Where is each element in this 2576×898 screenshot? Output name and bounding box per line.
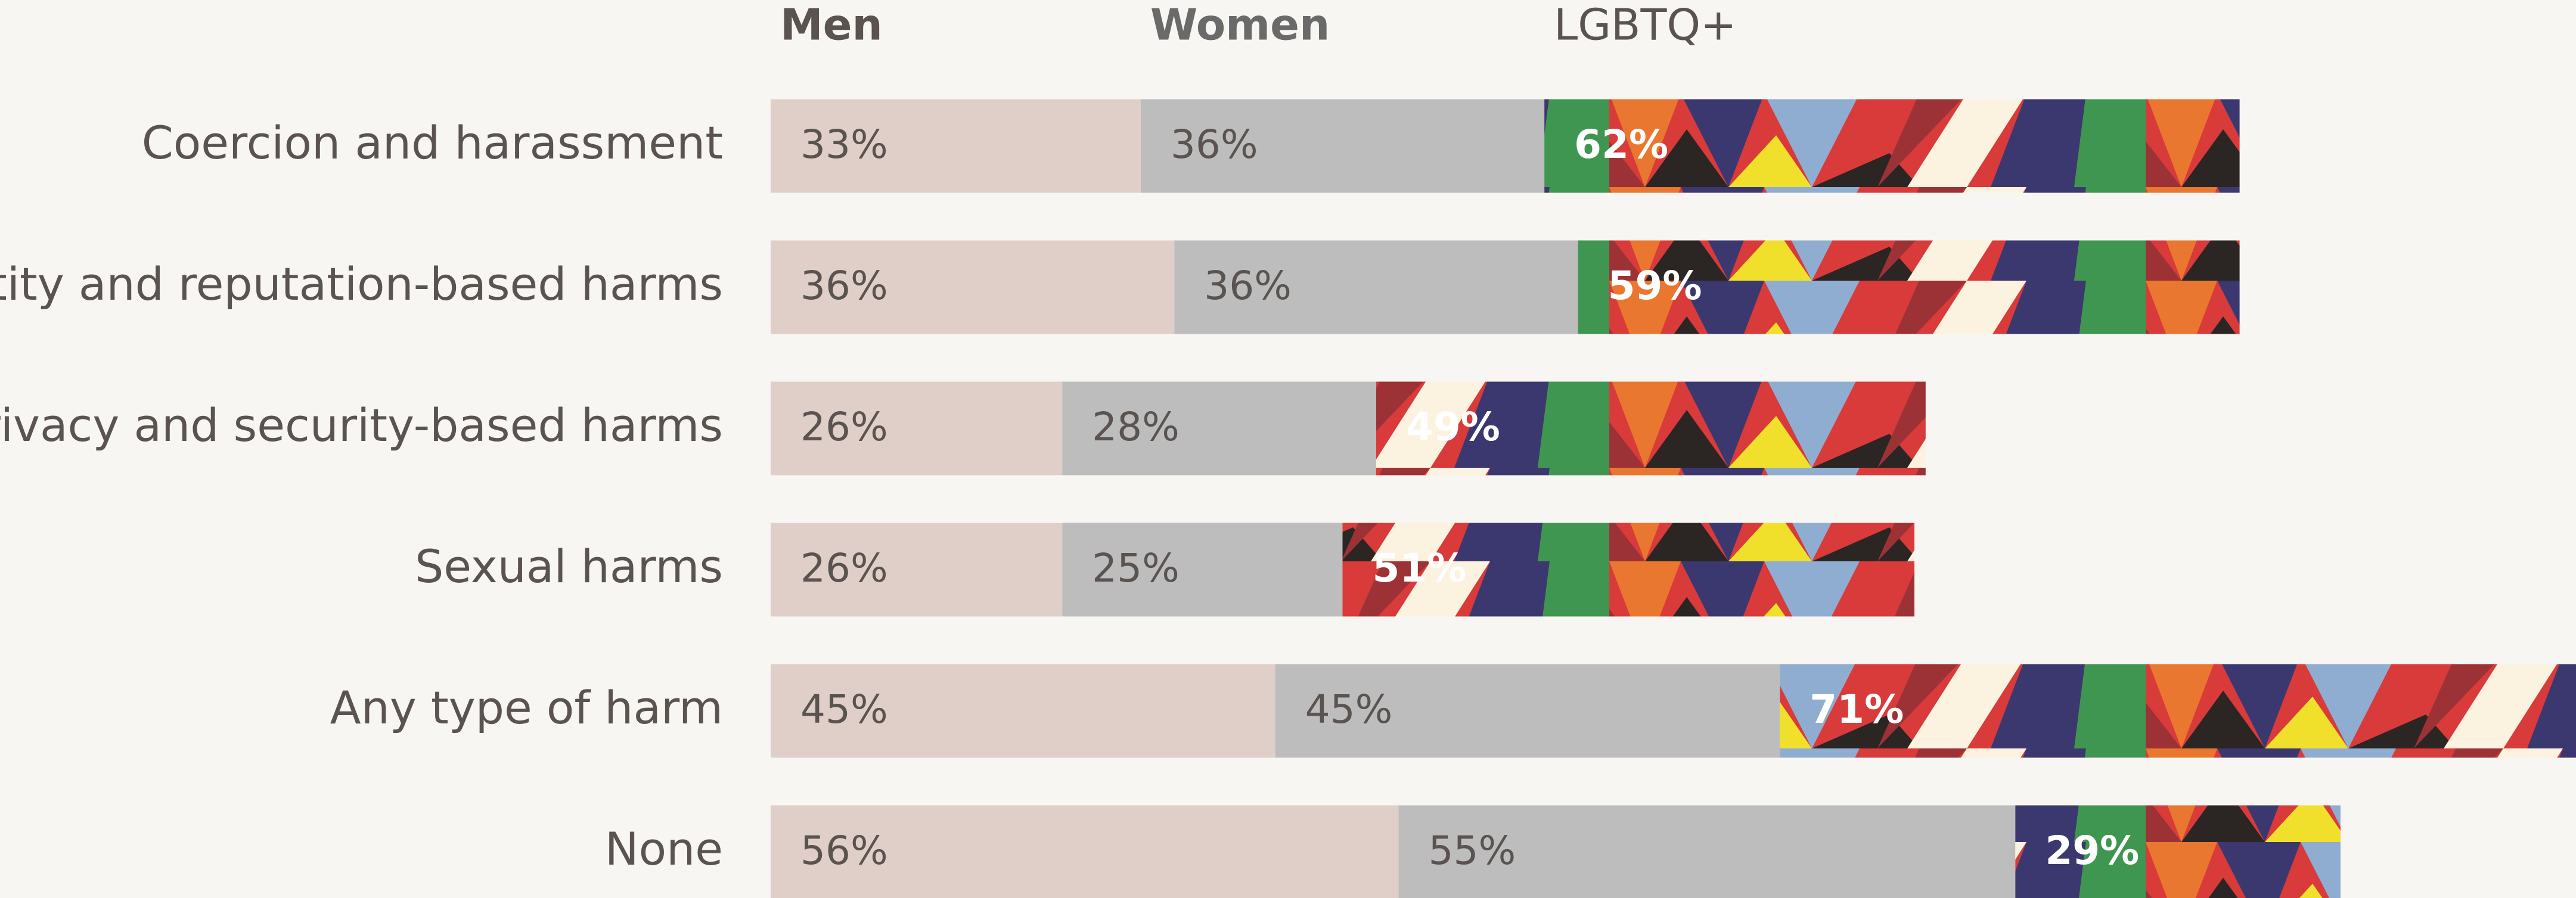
category-label: Privacy and security-based harms: [0, 399, 723, 452]
value-label: 55%: [1429, 828, 1516, 874]
value-label: 36%: [1204, 263, 1292, 309]
value-label: 45%: [1305, 686, 1393, 732]
value-label: 28%: [1092, 404, 1180, 450]
value-label: 36%: [1171, 122, 1258, 167]
value-label: 51%: [1372, 545, 1466, 591]
category-label: Sexual harms: [415, 540, 723, 593]
value-label: 45%: [800, 686, 888, 732]
chart: Coercion and harassment Men 33% Women 36% LGB…: [0, 0, 2576, 898]
category-label: None: [605, 822, 723, 875]
value-label: 29%: [2045, 828, 2139, 874]
category-label: Identity and reputation-based harms: [0, 257, 723, 310]
legend-label: Women: [1150, 0, 1330, 50]
legend-label: LGBTQ+: [1554, 0, 1736, 50]
value-label: 36%: [800, 263, 888, 309]
value-label: 62%: [1574, 122, 1668, 167]
category-label: Coercion and harassment: [142, 116, 723, 169]
value-label: 33%: [800, 122, 888, 167]
category-label: Any type of harm: [330, 681, 723, 734]
value-label: 26%: [800, 545, 888, 591]
value-label: 25%: [1092, 545, 1180, 591]
value-label: 26%: [800, 404, 888, 450]
value-label: 56%: [800, 828, 888, 874]
legend-label: Men: [780, 0, 883, 50]
value-label: 59%: [1608, 263, 1702, 309]
value-label: 71%: [1810, 686, 1904, 732]
value-label: 49%: [1406, 404, 1500, 450]
